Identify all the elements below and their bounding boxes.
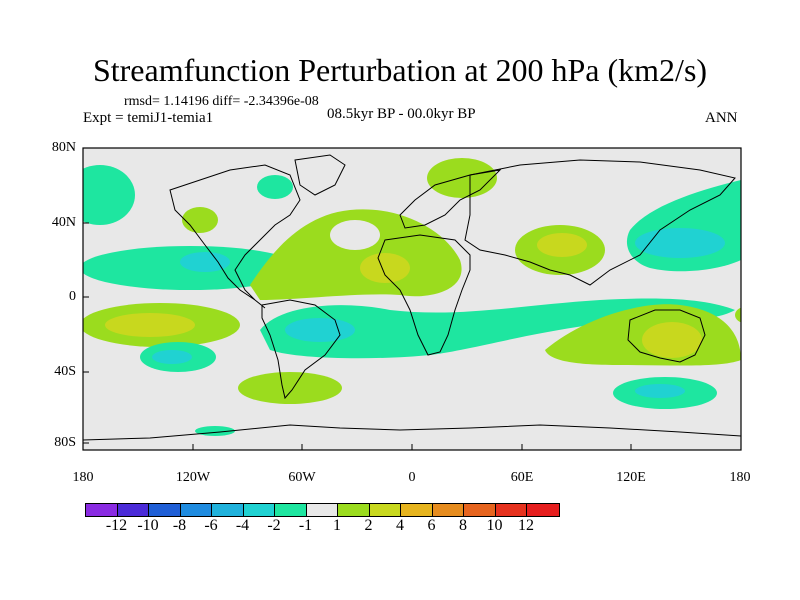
contour-blob (635, 228, 725, 258)
lat-label-80s: 80S (54, 435, 76, 450)
contour-blob (635, 384, 685, 398)
contour-blob (83, 165, 135, 225)
coastline-north-america (169, 164, 301, 309)
contour-blob (257, 175, 293, 199)
map-panel (83, 148, 741, 450)
coastline-antarctica (83, 424, 741, 441)
lat-label-eq: 0 (69, 289, 76, 304)
lat-label-40n: 40N (51, 215, 76, 230)
contour-blob (250, 209, 462, 300)
colorbar-box (306, 504, 338, 516)
colorbar-label: -12 (105, 517, 128, 534)
contour-blob (152, 350, 192, 364)
colorbar-label: -4 (235, 517, 250, 534)
axis-ticks (83, 148, 632, 450)
contour-blob (735, 307, 741, 323)
colorbar-box (275, 504, 307, 516)
coastline-australia (627, 309, 706, 363)
coastline-asia (464, 159, 736, 286)
contour-blob (642, 322, 702, 358)
experiment-label: Expt = temiJ1-temia1 (83, 110, 214, 126)
lat-label-40s: 40S (54, 364, 76, 379)
lon-label-120w: 120W (175, 470, 211, 485)
colorbar-label: 12 (518, 517, 534, 534)
colorbar-label: -1 (298, 517, 313, 534)
lon-label-0: 0 (408, 470, 416, 485)
colorbar-box (212, 504, 244, 516)
colorbar (85, 503, 560, 517)
coastlines (83, 154, 741, 441)
colorbar-label: -6 (204, 517, 218, 534)
coastline-greenland (294, 154, 346, 196)
colorbar-box (180, 504, 212, 516)
colorbar-box (243, 504, 275, 516)
colorbar-label: 1 (333, 517, 341, 534)
contour-fills (83, 158, 741, 436)
contour-blob (285, 318, 355, 342)
colorbar-label: 6 (427, 517, 436, 534)
plot-title: Streamfunction Perturbation at 200 hPa (… (92, 52, 708, 88)
map-frame (82, 147, 742, 451)
colorbar-box (401, 504, 433, 516)
contour-blob (182, 207, 218, 233)
colorbar-box (149, 504, 181, 516)
colorbar-label: 2 (364, 517, 373, 534)
contour-blob (105, 313, 195, 337)
colorbar-label: -2 (267, 517, 281, 534)
contour-blob (180, 252, 230, 272)
contour-blob (360, 253, 410, 283)
colorbar-box (86, 504, 118, 516)
contour-blob (427, 158, 497, 198)
colorbar-label: 4 (396, 517, 404, 534)
lon-label-180e: 180 (729, 470, 751, 485)
colorbar-label: -8 (172, 517, 187, 534)
colorbar-box (495, 504, 527, 516)
colorbar-label: 10 (486, 517, 503, 534)
lon-label-60w: 60W (288, 470, 316, 485)
lon-label-180w: 180 (72, 470, 94, 485)
lon-label-120e: 120E (616, 470, 646, 485)
colorbar-box (117, 504, 149, 516)
colorbar-label: -10 (137, 517, 159, 534)
coastline-south-america (261, 299, 341, 400)
coastline-africa (377, 234, 471, 356)
contour-blob (537, 233, 587, 257)
contour-blob (330, 220, 380, 250)
colorbar-label: 8 (459, 517, 467, 534)
lat-label-80n: 80N (51, 140, 76, 155)
contour-blob (238, 372, 342, 404)
period-label: 08.5kyr BP - 00.0kyr BP (327, 106, 476, 122)
coastline-europe (399, 169, 502, 229)
colorbar-box (432, 504, 464, 516)
season-label: ANN (705, 110, 738, 126)
lon-label-60e: 60E (510, 470, 534, 485)
colorbar-box (369, 504, 401, 516)
colorbar-box (527, 504, 559, 516)
rmsd-diff-stats: rmsd= 1.14196 diff= -2.34396e-08 (124, 94, 319, 109)
colorbar-box (338, 504, 370, 516)
colorbar-box (464, 504, 496, 516)
